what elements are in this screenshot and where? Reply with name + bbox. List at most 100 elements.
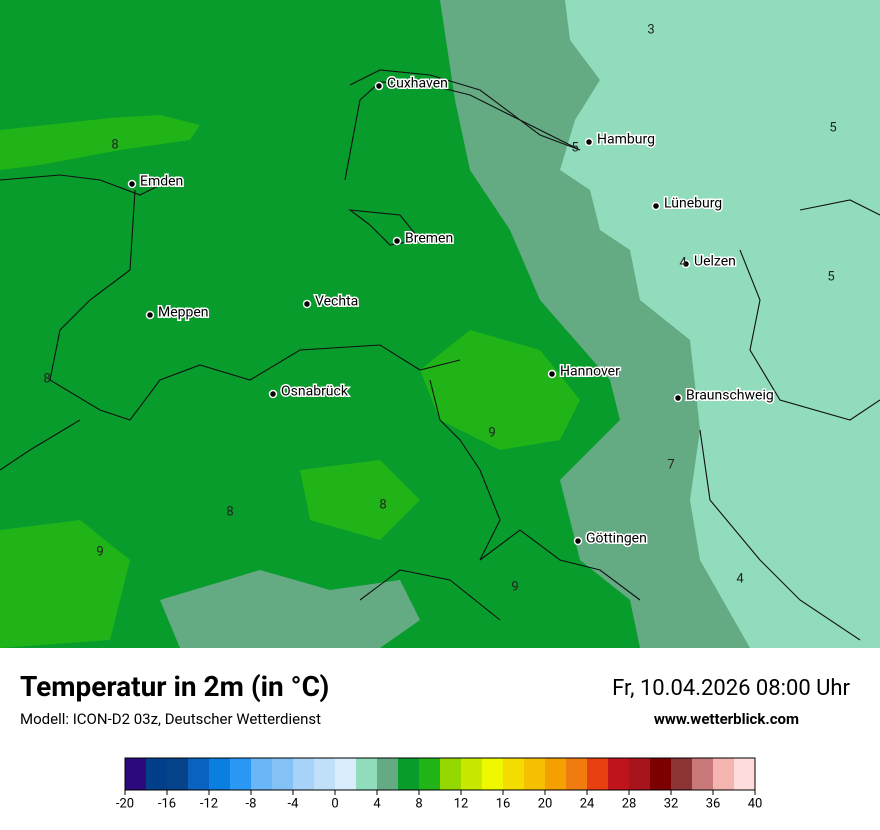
city-label: Bremen bbox=[405, 231, 453, 247]
legend-tick-label: -16 bbox=[158, 796, 176, 811]
contour-label: 4 bbox=[736, 571, 744, 586]
city-label: Osnabrück bbox=[281, 384, 349, 400]
city-dot bbox=[673, 393, 683, 403]
website: www.wetterblick.com bbox=[653, 710, 799, 728]
city-dot bbox=[145, 310, 155, 320]
legend-cell bbox=[209, 758, 231, 790]
city-label: Meppen bbox=[158, 305, 209, 321]
contour-label: 9 bbox=[96, 544, 103, 559]
legend-cell bbox=[566, 758, 588, 790]
contour-label: 4 bbox=[679, 255, 687, 270]
city-label: Hannover bbox=[560, 364, 620, 380]
legend-tick-label: -8 bbox=[246, 796, 257, 811]
legend-cell bbox=[545, 758, 567, 790]
city-label: Lüneburg bbox=[664, 196, 722, 212]
contour-label: 8 bbox=[226, 504, 233, 519]
legend-cell bbox=[335, 758, 357, 790]
legend-cell bbox=[167, 758, 189, 790]
legend-cell bbox=[419, 758, 441, 790]
mild-area bbox=[160, 570, 420, 648]
city-label: Emden bbox=[140, 174, 183, 190]
legend-cell bbox=[587, 758, 609, 790]
title: Temperatur in 2m (in °C) bbox=[20, 670, 330, 703]
legend-cell bbox=[692, 758, 714, 790]
city-dot bbox=[127, 179, 137, 189]
contour-label: 8 bbox=[111, 137, 118, 152]
contour-label: 8 bbox=[43, 371, 50, 386]
legend-cell bbox=[146, 758, 168, 790]
legend-cell bbox=[398, 758, 420, 790]
legend-tick-label: 20 bbox=[538, 796, 553, 811]
city-label: Vechta bbox=[315, 294, 358, 310]
legend-cell bbox=[524, 758, 546, 790]
city-dot bbox=[573, 536, 583, 546]
cool-area bbox=[560, 0, 880, 648]
legend-cell bbox=[272, 758, 294, 790]
city-dot bbox=[584, 137, 594, 147]
legend-cell bbox=[461, 758, 483, 790]
legend-tick-label: 0 bbox=[331, 796, 338, 811]
border bbox=[359, 379, 861, 641]
legend-tick-label: 24 bbox=[580, 796, 595, 811]
city-label: Göttingen bbox=[586, 531, 647, 547]
legend: -20 -16 -12 -8 -4 0 4 8 12 16 20 24 28 32 36 40 bbox=[116, 757, 763, 811]
legend-tick-label: -12 bbox=[200, 796, 218, 811]
contour-label: 5 bbox=[829, 120, 836, 135]
legend-cell bbox=[440, 758, 462, 790]
legend-cell bbox=[293, 758, 315, 790]
city-dot bbox=[651, 201, 661, 211]
legend-cell bbox=[629, 758, 651, 790]
legend-tick-label: 40 bbox=[748, 796, 763, 811]
legend-cell bbox=[356, 758, 378, 790]
legend-cell bbox=[251, 758, 273, 790]
contour-label: 9 bbox=[511, 579, 518, 594]
city-dot bbox=[268, 389, 278, 399]
border bbox=[739, 199, 880, 421]
legend-cell bbox=[608, 758, 630, 790]
city-label: Cuxhaven bbox=[387, 76, 448, 92]
border bbox=[0, 174, 461, 471]
legend-cell bbox=[230, 758, 252, 790]
warm-area bbox=[0, 520, 130, 648]
legend-tick-label: 16 bbox=[496, 796, 511, 811]
border bbox=[348, 209, 422, 246]
legend-tick-label: -4 bbox=[288, 796, 300, 811]
legend-cell bbox=[650, 758, 672, 790]
legend-cell bbox=[188, 758, 210, 790]
legend-tick-label: 4 bbox=[373, 796, 381, 811]
city-label: Hamburg bbox=[597, 132, 655, 148]
legend-tick-label: 8 bbox=[415, 796, 422, 811]
datetime: Fr, 10.04.2026 08:00 Uhr bbox=[612, 676, 850, 701]
city-dot bbox=[547, 369, 557, 379]
city-label: Uelzen bbox=[694, 254, 736, 270]
legend-cell bbox=[125, 758, 147, 790]
legend-tick-label: 12 bbox=[454, 796, 469, 811]
map: Cuxhaven Hamburg Emden Lüneburg Bremen Uelzen… bbox=[0, 0, 880, 648]
legend-cell bbox=[713, 758, 735, 790]
city-label: Braunschweig bbox=[686, 388, 774, 404]
city-dot bbox=[681, 259, 691, 269]
legend-cell bbox=[482, 758, 504, 790]
contour-label: 3 bbox=[647, 22, 654, 37]
legend-cell bbox=[671, 758, 693, 790]
legend-tick-label: 32 bbox=[664, 796, 679, 811]
city-dot bbox=[392, 236, 402, 246]
city-dot bbox=[374, 81, 384, 91]
contour-label: 8 bbox=[379, 497, 386, 512]
legend-cell bbox=[314, 758, 336, 790]
contour-label: 5 bbox=[827, 269, 834, 284]
warm-area bbox=[0, 115, 200, 170]
contour-label: 9 bbox=[488, 425, 495, 440]
legend-cell bbox=[734, 758, 756, 790]
contour-label: 5 bbox=[571, 140, 578, 155]
legend-frame bbox=[124, 757, 756, 791]
model-info: Modell: ICON-D2 03z, Deutscher Wetterdie… bbox=[20, 710, 322, 728]
contour-label: 7 bbox=[667, 457, 674, 472]
legend-cell bbox=[377, 758, 399, 790]
legend-tick-label: 28 bbox=[622, 796, 637, 811]
legend-tick-label: -20 bbox=[116, 796, 134, 811]
legend-cell bbox=[503, 758, 525, 790]
warm-area bbox=[300, 460, 420, 540]
city-dot bbox=[302, 299, 312, 309]
